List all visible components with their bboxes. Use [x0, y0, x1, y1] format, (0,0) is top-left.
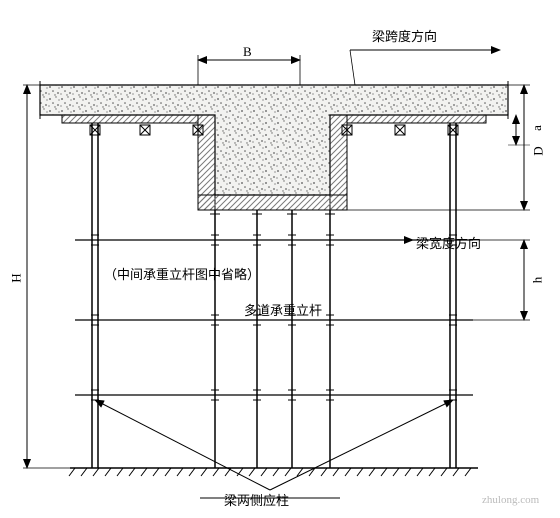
note-multi-posts: 多道承重立杆	[244, 300, 322, 319]
diagram-svg	[0, 0, 560, 518]
diagram-canvas: 梁跨度方向 梁宽度方向 B H D a h （中间承重立杆图中省略） 多道承重立…	[0, 0, 560, 518]
dim-label-a: a	[529, 125, 545, 131]
dim-label-B: B	[243, 44, 252, 60]
note-side-columns: 梁两侧应柱	[224, 490, 289, 509]
label-width-direction: 梁宽度方向	[416, 233, 481, 252]
dim-label-H: H	[9, 273, 25, 282]
dim-label-h: h	[529, 277, 545, 284]
note-middle-posts: （中间承重立杆图中省略）	[104, 264, 260, 283]
watermark: zhulong.com	[482, 494, 539, 506]
dim-label-D: D	[531, 146, 547, 155]
label-span-direction: 梁跨度方向	[372, 26, 437, 45]
